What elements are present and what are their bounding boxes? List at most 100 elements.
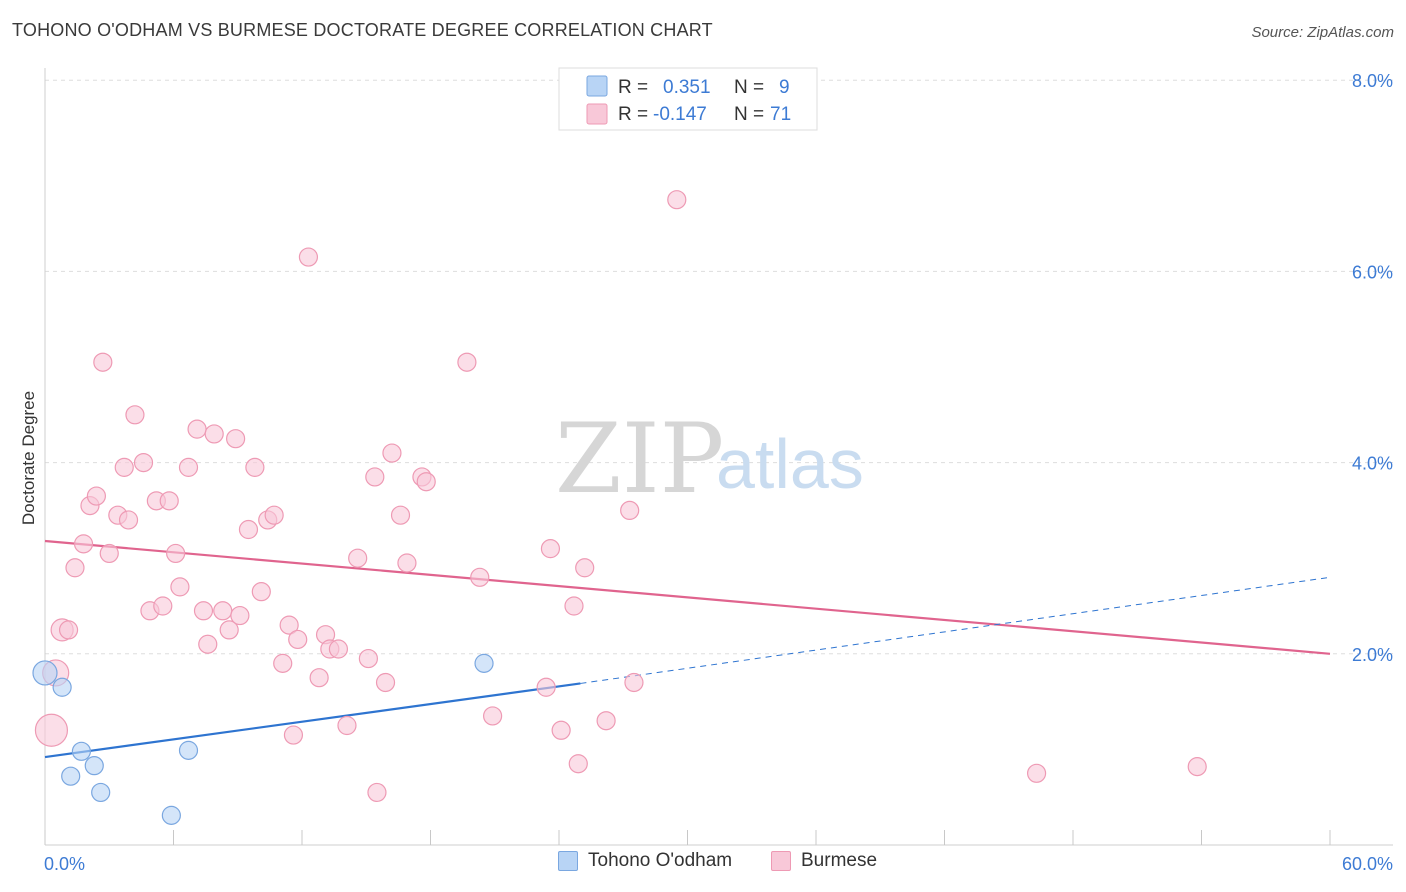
legend-swatch-burmese <box>771 851 791 871</box>
point-burmese-44 <box>337 715 357 736</box>
source-label: Source: ZipAtlas.com <box>1251 24 1394 41</box>
point-burmese-35 <box>273 653 293 673</box>
point-burmese-40 <box>309 668 329 688</box>
point-burmese-0 <box>34 713 69 747</box>
point-burmese-17 <box>153 596 173 616</box>
point-burmese-66 <box>624 672 644 693</box>
legend-n-label-1: N = <box>734 104 764 125</box>
point-tohono-1 <box>52 677 72 697</box>
series-legend: Tohono O'odham Burmese <box>0 850 1406 880</box>
legend-swatch-pink <box>586 103 608 125</box>
point-burmese-37 <box>283 725 304 745</box>
point-burmese-13 <box>125 405 145 425</box>
point-burmese-22 <box>187 419 207 439</box>
point-burmese-60 <box>551 720 571 740</box>
point-tohono-3 <box>71 741 92 761</box>
point-burmese-14 <box>133 453 154 473</box>
point-burmese-52 <box>397 553 417 573</box>
y-tick-label-3: 8.0% <box>1352 71 1393 91</box>
point-burmese-36 <box>279 615 299 635</box>
point-burmese-3 <box>58 620 79 640</box>
point-tohono-4 <box>84 756 104 776</box>
point-tohono-2 <box>61 766 81 786</box>
legend-n-value-0: 9 <box>779 77 790 98</box>
point-burmese-43 <box>328 639 349 659</box>
point-burmese-67 <box>667 190 687 210</box>
point-burmese-7 <box>86 486 107 506</box>
point-burmese-58 <box>536 677 556 697</box>
y-tick-label-1: 4.0% <box>1352 454 1393 474</box>
legend-r-value-1: -0.147 <box>653 104 707 125</box>
point-burmese-50 <box>382 443 402 463</box>
point-burmese-45 <box>348 548 368 568</box>
point-burmese-24 <box>198 634 218 654</box>
point-burmese-34 <box>264 505 284 525</box>
point-burmese-27 <box>219 620 239 640</box>
point-burmese-47 <box>365 467 385 487</box>
legend-label-burmese: Burmese <box>801 850 878 871</box>
point-burmese-31 <box>245 457 265 477</box>
legend-r-label-1: R = <box>618 104 648 125</box>
point-burmese-25 <box>204 424 224 444</box>
legend-n-label-0: N = <box>734 77 764 98</box>
point-burmese-55 <box>457 352 477 372</box>
correlation-legend: R = 0.351 N = 9 R = -0.147 N = 71 <box>558 67 818 131</box>
point-burmese-48 <box>367 782 387 803</box>
point-burmese-63 <box>575 558 595 578</box>
legend-label-tohono: Tohono O'odham <box>588 850 733 871</box>
point-burmese-12 <box>118 510 139 530</box>
point-burmese-19 <box>166 543 186 564</box>
point-burmese-49 <box>375 672 396 693</box>
x-tick-label-max: 60.0% <box>1342 854 1393 874</box>
point-burmese-70 <box>1187 757 1207 777</box>
point-burmese-56 <box>470 567 490 587</box>
point-burmese-38 <box>288 629 308 650</box>
point-burmese-11 <box>114 457 134 477</box>
trend-line-tohono-projection <box>580 576 1331 684</box>
trend-lines <box>44 539 1331 759</box>
y-tick-label-2: 6.0% <box>1352 262 1393 282</box>
watermark-zip: ZIP <box>555 403 724 515</box>
point-burmese-32 <box>251 582 271 602</box>
point-burmese-69 <box>1026 763 1047 783</box>
legend-item-tohono: Tohono O'odham <box>558 850 732 872</box>
point-burmese-46 <box>358 648 378 669</box>
point-tohono-7 <box>178 740 199 760</box>
legend-swatch-blue <box>586 75 608 97</box>
point-burmese-23 <box>193 601 214 621</box>
watermark-atlas: atlas <box>716 425 864 503</box>
point-burmese-26 <box>213 601 233 621</box>
chart-title: TOHONO O'ODHAM VS BURMESE DOCTORATE DEGR… <box>12 20 713 40</box>
point-burmese-9 <box>99 543 119 564</box>
legend-n-value-1: 71 <box>770 104 791 125</box>
point-burmese-30 <box>238 519 259 540</box>
point-burmese-65 <box>620 500 640 520</box>
point-burmese-18 <box>159 491 179 511</box>
y-tick-labels: 2.0% 4.0% 6.0% 8.0% <box>1352 71 1393 665</box>
point-burmese-4 <box>65 558 85 578</box>
gridlines <box>45 79 1393 655</box>
point-burmese-28 <box>226 429 246 449</box>
point-burmese-64 <box>596 711 616 731</box>
point-burmese-5 <box>73 534 94 554</box>
point-burmese-39 <box>298 247 319 267</box>
x-tick-label-min: 0.0% <box>44 854 85 874</box>
point-tohono-8 <box>474 653 494 673</box>
trend-line-tohono <box>44 682 581 759</box>
point-tohono-0 <box>32 660 58 686</box>
point-tohono-6 <box>161 805 181 825</box>
trend-line-burmese <box>44 539 1331 655</box>
legend-swatch-tohono <box>558 851 578 871</box>
point-burmese-62 <box>568 754 588 774</box>
data-points <box>32 99 1207 825</box>
point-burmese-29 <box>230 605 250 626</box>
y-tick-label-0: 2.0% <box>1352 645 1393 665</box>
point-tohono-5 <box>91 782 111 803</box>
watermark: ZIP atlas <box>555 403 864 515</box>
point-burmese-61 <box>564 596 584 616</box>
legend-r-label-0: R = <box>618 77 648 98</box>
y-axis-label: Doctorate Degree <box>19 391 38 525</box>
point-burmese-51 <box>390 505 411 525</box>
point-burmese-54 <box>416 472 436 492</box>
